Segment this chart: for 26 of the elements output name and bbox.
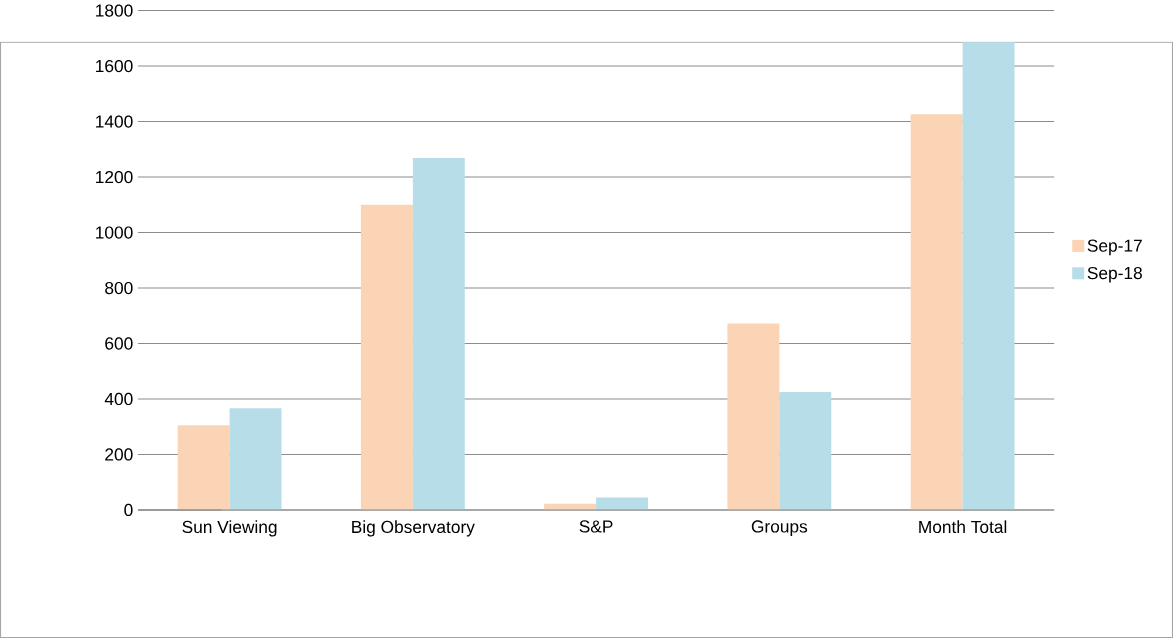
x-tick-label: Groups <box>751 520 808 536</box>
y-tick-label: 1000 <box>96 226 133 239</box>
bar <box>229 408 282 510</box>
y-tick-label: 400 <box>104 392 133 406</box>
bar <box>727 323 780 510</box>
x-tick-label: Sun Viewing <box>182 520 277 537</box>
y-tick-label: 1200 <box>96 170 133 184</box>
legend-label: Sep-18 <box>1087 266 1142 283</box>
bar <box>962 42 1015 510</box>
bar <box>910 114 963 510</box>
legend-label: Sep-17 <box>1087 239 1142 256</box>
bar <box>177 425 230 510</box>
y-tick-label: 800 <box>105 281 133 295</box>
bar <box>412 157 465 510</box>
x-tick-label: Month Total <box>919 520 1007 534</box>
y-tick-label: 1600 <box>96 59 133 73</box>
bar <box>779 391 832 510</box>
y-tick-label: 200 <box>105 448 133 461</box>
y-tick-label: 1800 <box>96 4 133 17</box>
bar <box>596 497 649 510</box>
bar <box>360 204 413 510</box>
y-tick-label: 0 <box>124 503 133 517</box>
x-tick-label: S&P <box>579 520 613 533</box>
y-tick-label: 1400 <box>96 115 133 128</box>
y-tick-label: 600 <box>105 337 133 350</box>
x-tick-label: Big Observatory <box>352 520 475 537</box>
